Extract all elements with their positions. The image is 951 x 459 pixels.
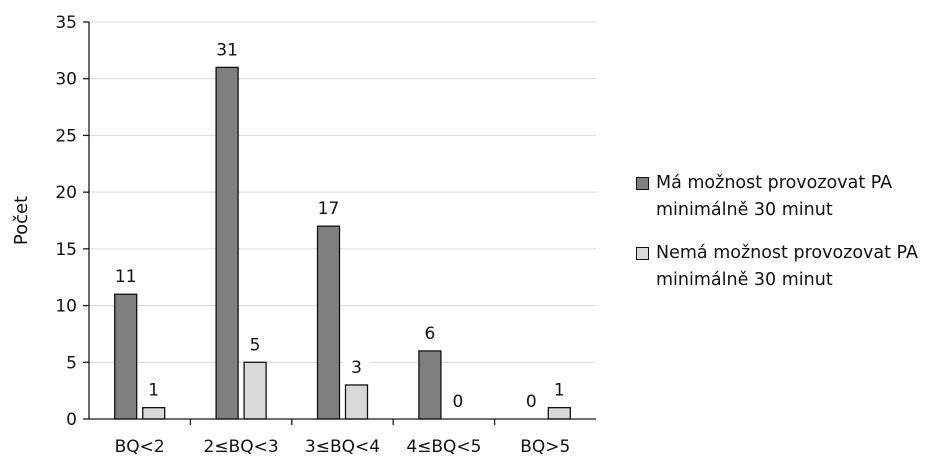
x-tick-label: BQ<2	[115, 437, 165, 457]
x-axis-ticks: BQ<2 2≤BQ<3 3≤BQ<4 4≤BQ<5 BQ>5	[115, 419, 570, 457]
data-label-background	[343, 353, 370, 379]
data-label-series-2: 3	[351, 358, 362, 378]
data-label-background	[546, 376, 573, 402]
data-label-series-2: 1	[554, 381, 565, 401]
data-label-background	[444, 388, 471, 413]
legend-item-series-2: Nemá možnost provozovat PA minimálně 30 …	[636, 240, 946, 294]
bars	[114, 66, 571, 420]
y-tick-label: 5	[66, 353, 77, 373]
data-label-series-2: 1	[148, 381, 159, 401]
y-axis-ticks: 0 5 10 15 20 25 30 35	[55, 13, 89, 430]
x-tick-label: BQ>5	[520, 437, 570, 457]
y-tick-label: 15	[55, 240, 77, 260]
data-label-series-2: 0	[452, 392, 463, 412]
x-tick-label: 2≤BQ<3	[204, 437, 279, 457]
bar-series-1	[418, 350, 442, 420]
legend-label-series-2: Nemá možnost provozovat PA minimálně 30 …	[656, 243, 918, 290]
bar-series-2	[142, 407, 166, 420]
bar-series-1	[114, 293, 138, 420]
data-label-series-1: 11	[115, 267, 137, 287]
data-label-series-1: 0	[526, 392, 537, 412]
bar-series-2	[344, 384, 369, 420]
y-tick-label: 20	[55, 183, 77, 203]
bar-series-1	[215, 66, 239, 420]
data-label-background	[416, 319, 443, 345]
data-label-background	[214, 36, 241, 62]
y-tick-label: 35	[55, 13, 77, 33]
x-tick-label: 4≤BQ<5	[406, 437, 481, 457]
data-label-background	[112, 263, 139, 289]
y-tick-label: 0	[66, 410, 77, 430]
data-label-background	[518, 388, 545, 413]
data-label-series-1: 6	[424, 324, 435, 344]
bar-series-2	[243, 361, 267, 420]
legend-swatch-series-2	[636, 247, 649, 260]
data-label-background	[140, 376, 167, 402]
y-tick-label: 25	[55, 126, 77, 146]
data-label-series-1: 31	[216, 40, 238, 60]
data-label-background	[315, 195, 342, 221]
bar-series-1	[316, 225, 341, 420]
data-label-series-2: 5	[250, 335, 261, 355]
legend: Má možnost provozovat PA minimálně 30 mi…	[636, 170, 946, 310]
bar-series-2	[547, 407, 571, 420]
x-tick-label: 3≤BQ<4	[305, 437, 380, 457]
gridlines	[89, 21, 596, 363]
y-axis-label: Počet	[11, 196, 32, 245]
data-label-background	[242, 331, 269, 357]
y-tick-label: 30	[55, 70, 77, 90]
legend-label-series-1: Má možnost provozovat PA minimálně 30 mi…	[656, 173, 893, 220]
legend-swatch-series-1	[636, 177, 649, 190]
data-label-series-1: 17	[318, 199, 340, 219]
legend-item-series-1: Má možnost provozovat PA minimálně 30 mi…	[636, 170, 946, 224]
y-tick-label: 10	[55, 297, 77, 317]
